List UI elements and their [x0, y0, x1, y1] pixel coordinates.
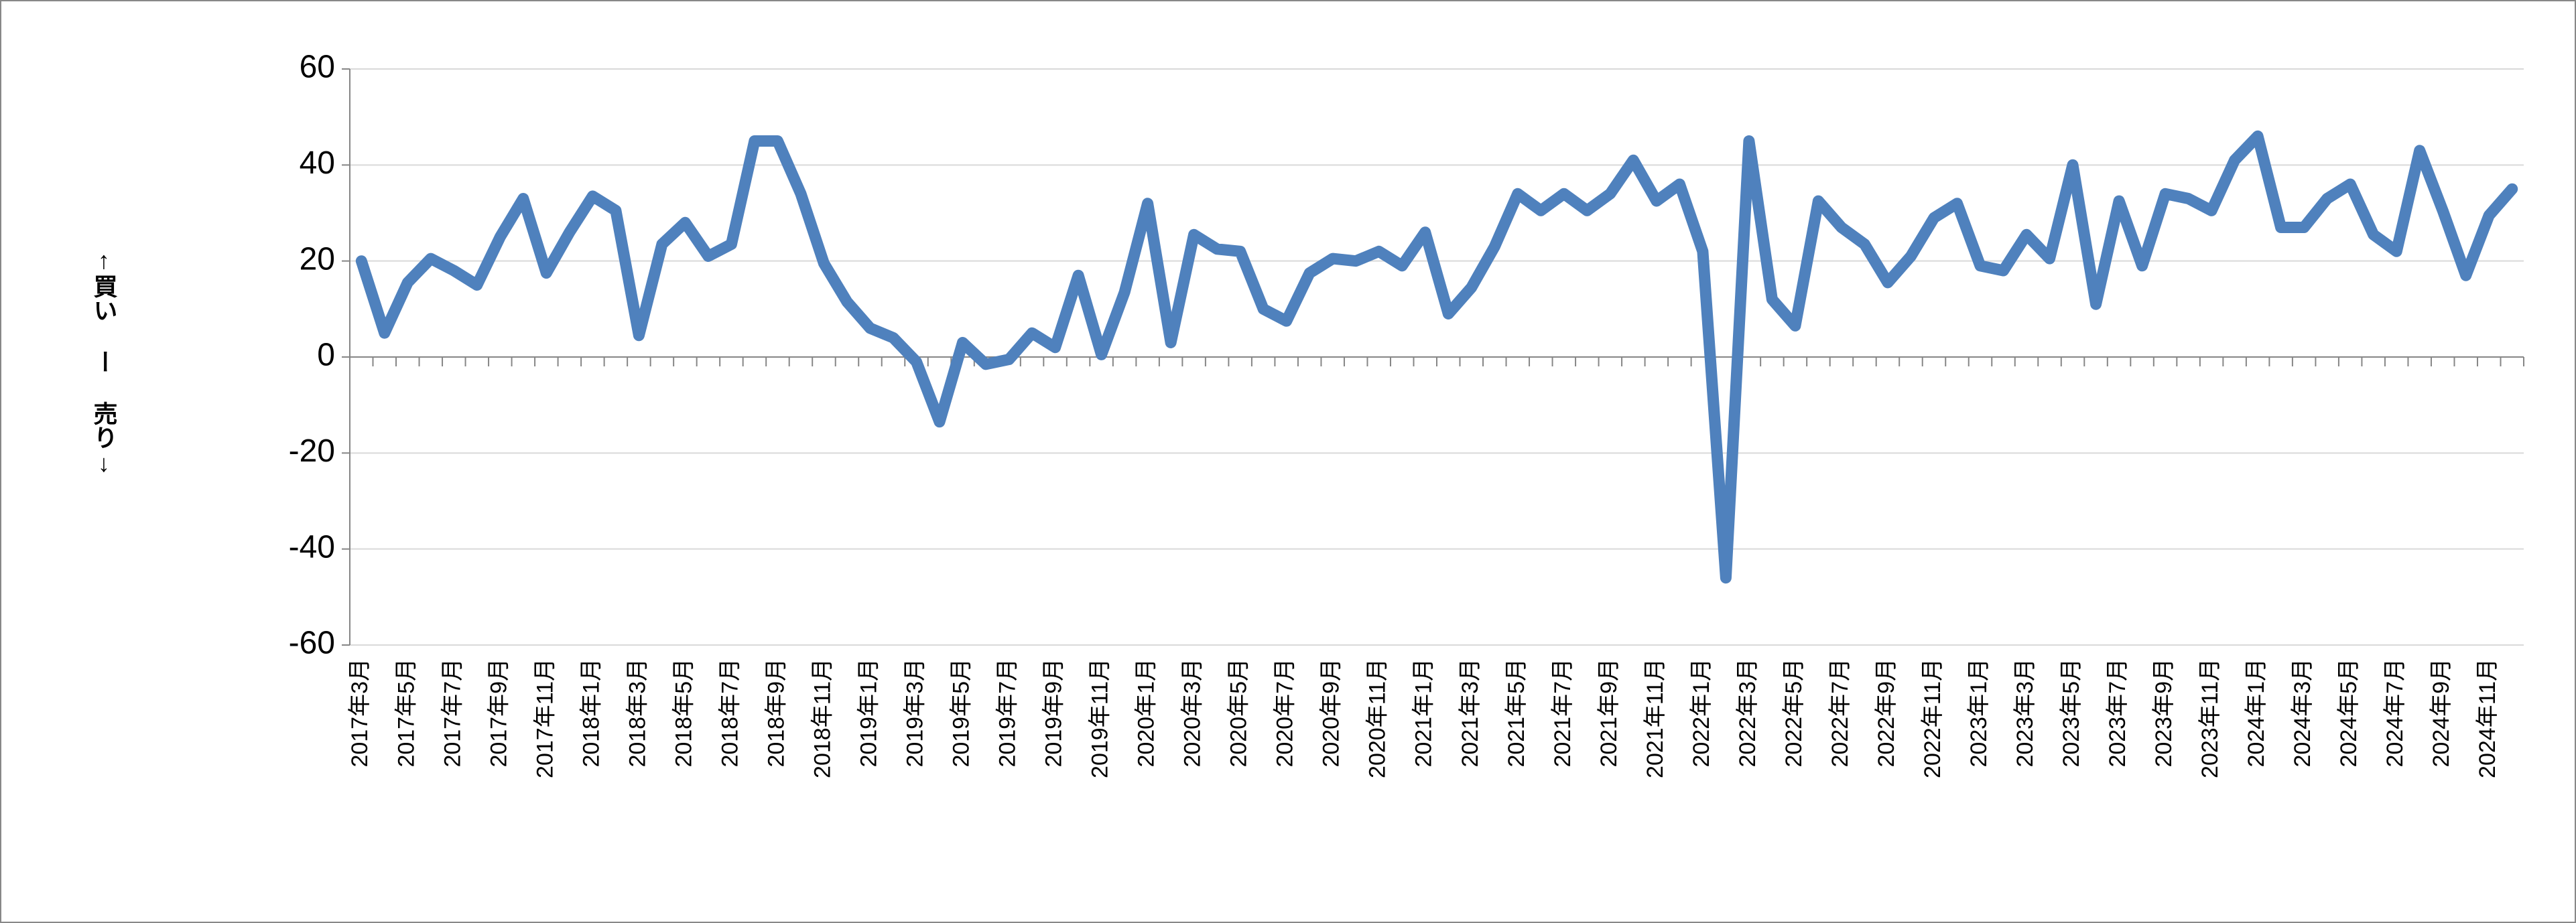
- x-tick-label: 2024年5月: [2336, 658, 2362, 768]
- x-tick-label: 2017年9月: [486, 658, 511, 768]
- x-tick-label: 2024年3月: [2290, 658, 2315, 768]
- x-tick-label: 2024年7月: [2382, 658, 2408, 768]
- x-tick-label: 2024年1月: [2244, 658, 2269, 768]
- x-tick-label: 2019年3月: [902, 658, 927, 768]
- y-tick-label: 60: [300, 50, 335, 85]
- x-tick-label: 2024年9月: [2429, 658, 2454, 768]
- x-tick-label: 2021年3月: [1458, 658, 1483, 768]
- x-tick-label: 2021年1月: [1411, 658, 1437, 768]
- x-tick-label: 2018年11月: [810, 658, 835, 778]
- y-tick-label: -20: [289, 433, 335, 469]
- x-tick-label: 2017年7月: [440, 658, 465, 768]
- x-tick-label: 2021年5月: [1504, 658, 1529, 768]
- x-tick-label: 2022年3月: [1735, 658, 1760, 768]
- x-tick-label: 2020年3月: [1180, 658, 1206, 768]
- y-tick-label: 20: [300, 241, 335, 277]
- x-tick-label: 2021年9月: [1596, 658, 1622, 768]
- x-tick-label: 2021年7月: [1550, 658, 1575, 768]
- x-tick-label: 2023年9月: [2151, 658, 2177, 768]
- x-tick-label: 2019年7月: [995, 658, 1021, 768]
- x-tick-label: 2023年11月: [2197, 658, 2223, 778]
- x-tick-label: 2019年1月: [856, 658, 881, 768]
- x-tick-label: 2024年11月: [2475, 658, 2500, 778]
- x-tick-label: 2023年1月: [1966, 658, 1992, 768]
- x-tick-label: 2019年9月: [1041, 658, 1067, 768]
- x-tick-label: 2017年3月: [347, 658, 373, 768]
- x-tick-label: 2017年11月: [532, 658, 558, 778]
- x-tick-label: 2018年3月: [625, 658, 650, 768]
- x-tick-label: 2018年9月: [763, 658, 789, 768]
- y-tick-label: -60: [289, 626, 335, 661]
- x-tick-label: 2021年11月: [1643, 658, 1668, 778]
- x-tick-label: 2020年7月: [1273, 658, 1298, 768]
- x-tick-label: 2023年3月: [2012, 658, 2038, 768]
- x-tick-label: 2022年7月: [1827, 658, 1853, 768]
- x-tick-label: 2019年11月: [1088, 658, 1113, 778]
- x-tick-label: 2022年1月: [1689, 658, 1714, 768]
- x-tick-label: 2022年5月: [1781, 658, 1807, 768]
- y-tick-label: 40: [300, 145, 335, 181]
- y-tick-label: -40: [289, 529, 335, 565]
- y-tick-label: 0: [317, 338, 335, 373]
- x-tick-label: 2020年9月: [1319, 658, 1344, 768]
- x-tick-label: 2020年1月: [1134, 658, 1159, 768]
- data-line: [355, 130, 2518, 584]
- x-tick-label: 2022年11月: [1920, 658, 1945, 778]
- x-tick-label: 2023年7月: [2105, 658, 2130, 768]
- x-tick-label: 2020年5月: [1226, 658, 1252, 768]
- x-tick-label: 2020年11月: [1365, 658, 1391, 778]
- x-tick-label: 2019年5月: [949, 658, 974, 768]
- x-tick-label: 2018年7月: [717, 658, 743, 768]
- x-tick-label: 2018年1月: [578, 658, 604, 768]
- x-tick-label: 2023年5月: [2059, 658, 2084, 768]
- y-axis-label: ↑買い ー 売り↓: [90, 246, 117, 477]
- x-tick-label: 2018年5月: [671, 658, 696, 768]
- x-tick-label: 2022年9月: [1874, 658, 1899, 768]
- x-tick-label: 2017年5月: [393, 658, 419, 768]
